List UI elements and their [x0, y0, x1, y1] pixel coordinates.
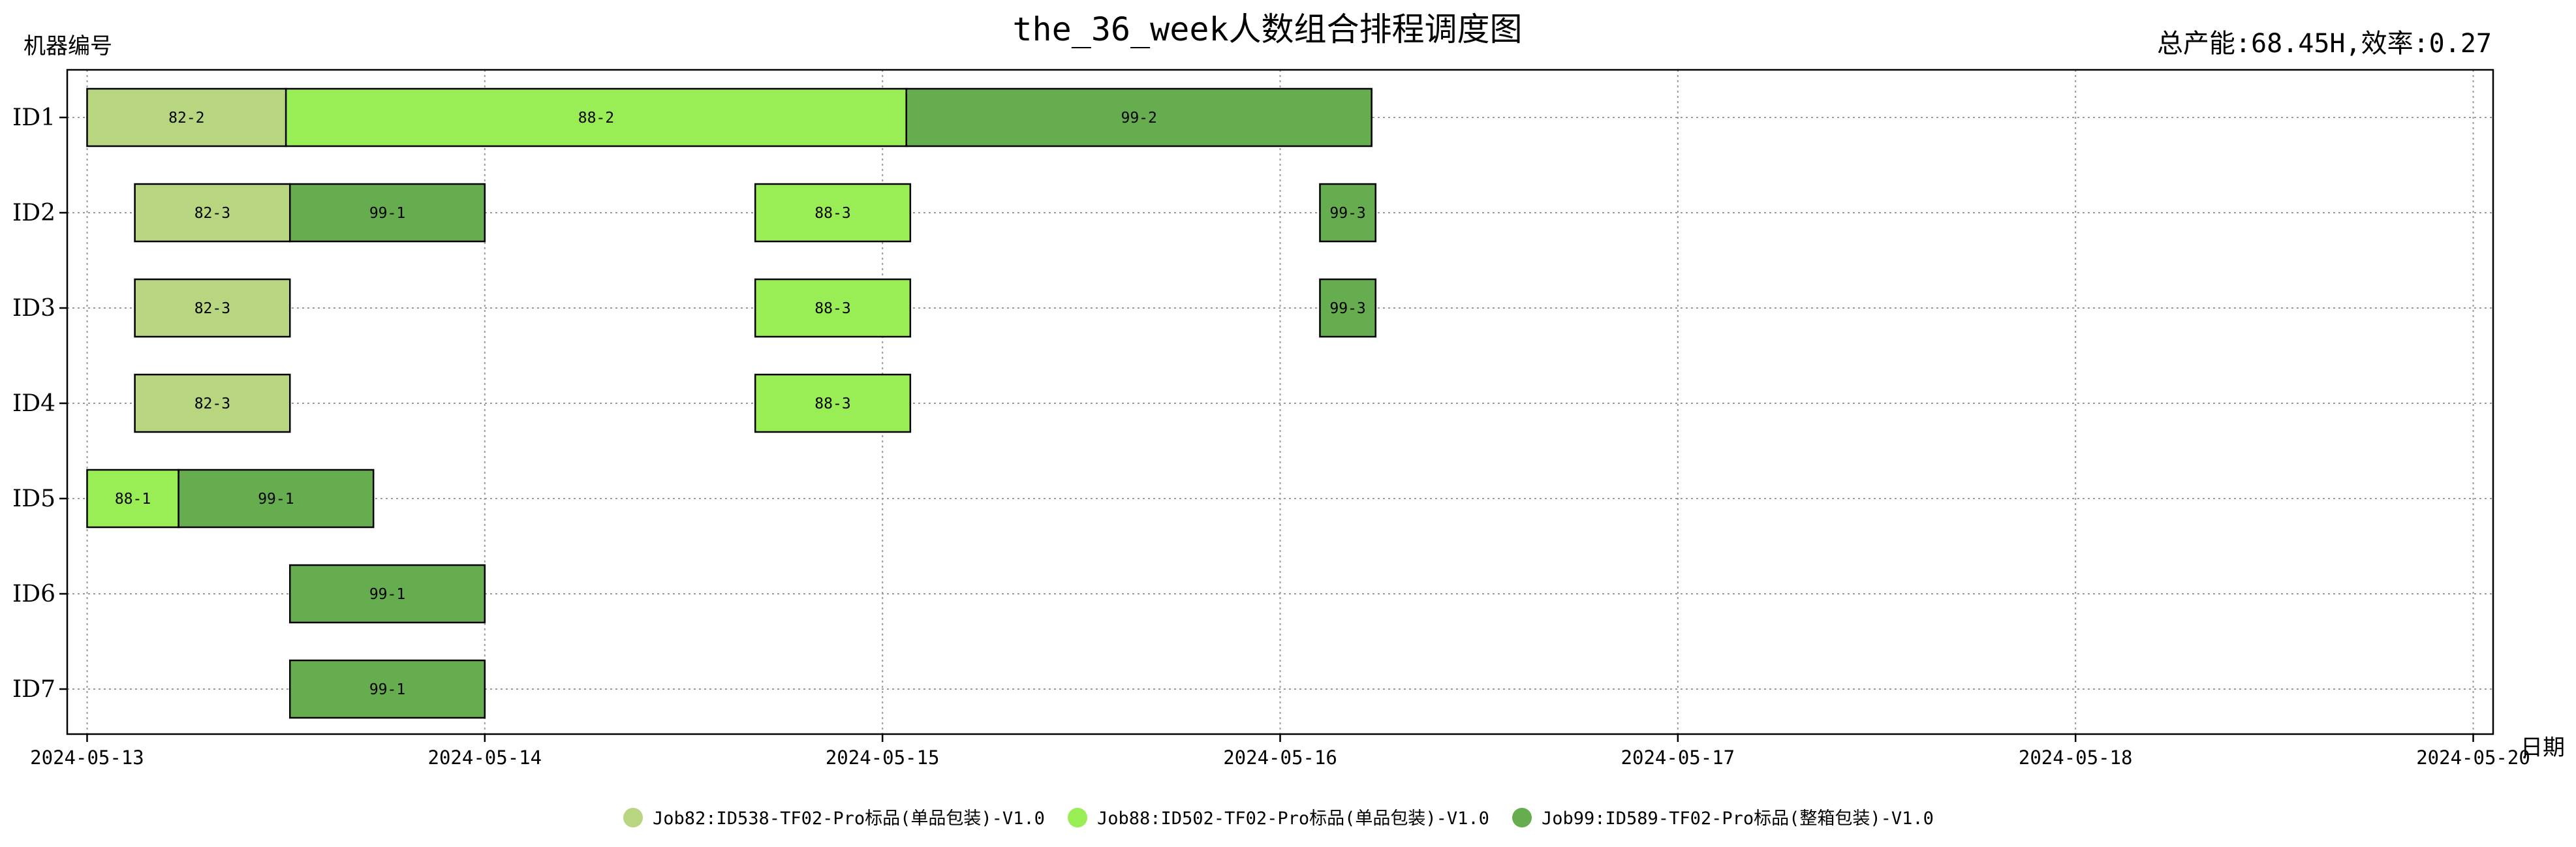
task-bar-99-1: [288, 659, 486, 719]
task-bar-88-3: [754, 373, 912, 433]
task-label: 99-2: [1121, 110, 1156, 127]
legend-item: Job99:ID589-TF02-Pro标品(整箱包装)-V1.0: [1512, 808, 1934, 829]
task-bar-99-1: [288, 183, 486, 243]
task-label: 82-3: [194, 300, 230, 317]
capacity-summary: 总产能:68.45H,效率:0.27: [2157, 29, 2492, 59]
legend-label: Job82:ID538-TF02-Pro标品(单品包装)-V1.0: [653, 808, 1045, 829]
y-tick-label: ID1: [12, 104, 55, 131]
legend-label: Job88:ID502-TF02-Pro标品(单品包装)-V1.0: [1097, 808, 1489, 829]
x-axis-ticks: 2024-05-13 2024-05-14 2024-05-15 2024-05-16…: [30, 734, 2530, 769]
y-axis-label: 机器编号: [23, 33, 112, 59]
task-label: 99-1: [369, 205, 405, 222]
legend-label: Job99:ID589-TF02-Pro标品(整箱包装)-V1.0: [1542, 808, 1934, 829]
task-bar-82-3: [134, 278, 291, 338]
x-axis-label: 日期: [2521, 735, 2565, 761]
task-bar-99-3: [1319, 183, 1376, 243]
task-label: 99-1: [369, 586, 405, 603]
y-tick-label: ID3: [12, 295, 55, 322]
x-tick-label: 2024-05-20: [2416, 747, 2530, 769]
task-bar-88-1: [86, 469, 179, 529]
task-label: 82-3: [194, 205, 230, 222]
chart-title: the_36_week人数组合排程调度图: [1012, 10, 1522, 48]
task-label: 99-3: [1329, 300, 1365, 317]
legend-marker: [1512, 808, 1532, 827]
task-label: 82-3: [194, 395, 230, 412]
task-bar-88-3: [754, 183, 912, 243]
legend-item: Job88:ID502-TF02-Pro标品(单品包装)-V1.0: [1068, 808, 1489, 829]
grid-lines: [67, 70, 2493, 734]
task-label: 99-3: [1329, 205, 1365, 222]
task-bar-99-1: [288, 564, 486, 624]
task-bar-99-2: [905, 87, 1373, 147]
task-bar-82-2: [86, 87, 287, 147]
x-tick-label: 2024-05-17: [1621, 747, 1735, 769]
task-bar-labels: 82-2 88-2 99-2 82-3 99-1 88-3 99-3 82-3 88-3 99-3…: [115, 110, 1366, 698]
task-bars: [86, 87, 1376, 719]
task-label: 88-3: [815, 395, 850, 412]
x-tick-label: 2024-05-15: [826, 747, 940, 769]
y-tick-label: ID7: [12, 676, 55, 703]
legend-item: Job82:ID538-TF02-Pro标品(单品包装)-V1.0: [623, 808, 1045, 829]
task-bar-82-3: [134, 373, 291, 433]
y-tick-label: ID4: [12, 390, 55, 417]
legend-marker: [1068, 808, 1087, 827]
x-tick-label: 2024-05-13: [30, 747, 144, 769]
task-label: 88-2: [578, 110, 614, 127]
task-bar-99-1: [178, 469, 375, 529]
y-tick-label: ID5: [12, 485, 55, 512]
legend-marker: [623, 808, 643, 827]
x-tick-label: 2024-05-18: [2019, 747, 2133, 769]
task-label: 88-1: [115, 491, 151, 508]
task-bar-88-3: [754, 278, 912, 338]
y-tick-label: ID6: [12, 581, 55, 608]
task-label: 88-3: [815, 205, 850, 222]
task-label: 82-2: [168, 110, 204, 127]
legend: Job82:ID538-TF02-Pro标品(单品包装)-V1.0 Job88:I…: [623, 808, 1934, 829]
y-axis-ticks: ID1 ID2 ID3 ID4 ID5 ID6 ID7: [12, 104, 67, 703]
x-tick-label: 2024-05-14: [428, 747, 542, 769]
task-bar-99-3: [1319, 278, 1376, 338]
y-tick-label: ID2: [12, 200, 55, 226]
x-tick-label: 2024-05-16: [1223, 747, 1337, 769]
task-label: 88-3: [815, 300, 850, 317]
task-label: 99-1: [369, 681, 405, 698]
task-label: 99-1: [258, 491, 294, 508]
